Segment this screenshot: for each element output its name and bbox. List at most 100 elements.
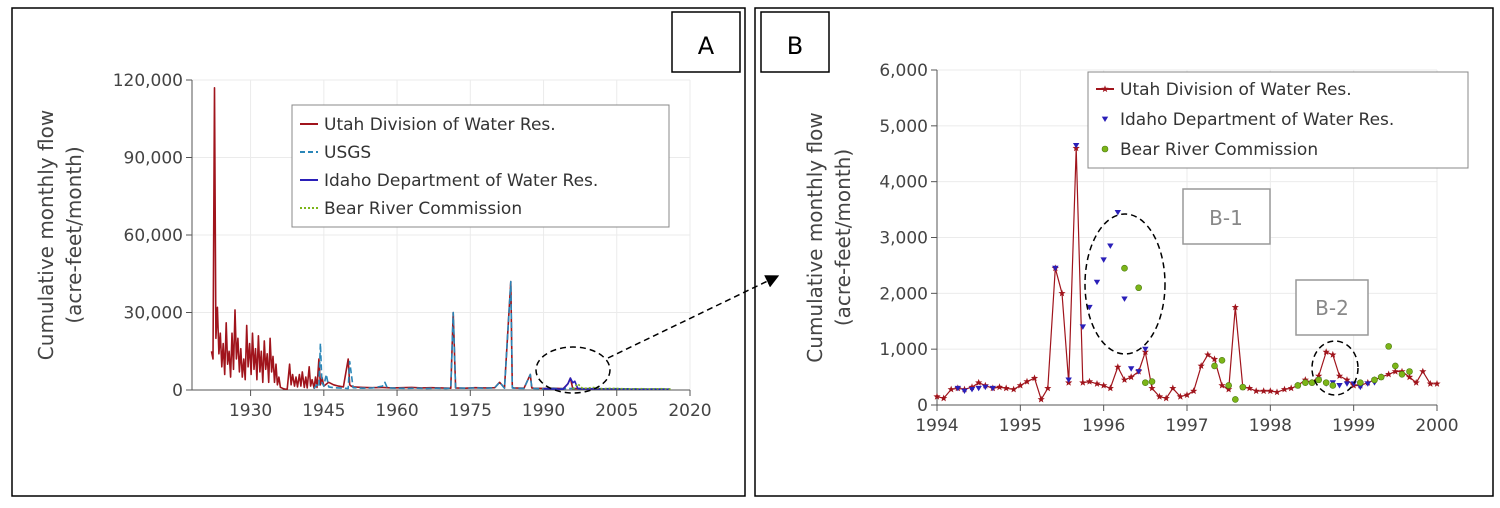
chart-b: 0 1,000 2,000 3,000 4,000 5,000 6,000 1994 1995 1… (803, 61, 1469, 436)
y-tick-label: 6,000 (879, 61, 928, 81)
b2-label: B-2 (1315, 296, 1349, 320)
data-point-utah (1204, 350, 1212, 358)
data-point-utah (1322, 348, 1330, 355)
data-point-idaho (989, 385, 997, 392)
chart-a: 0 30,000 60,000 90,000 120,000 1930 1945 1960 19… (34, 71, 712, 421)
legend-box (1087, 71, 1469, 169)
series-brc (572, 382, 671, 390)
series-line-brc (572, 382, 671, 390)
legend-label: Idaho Department of Water Res. (1120, 110, 1394, 130)
legend-label: Idaho Department of Water Res. (324, 171, 598, 191)
data-point-brc (1239, 383, 1247, 391)
x-tick-label: 1960 (375, 401, 418, 421)
data-point-idaho (1107, 243, 1114, 249)
y-tick-label: 2,000 (879, 284, 928, 304)
data-point-utah (1231, 303, 1239, 311)
data-point-utah (1058, 289, 1066, 297)
y-tick-label: 5,000 (879, 117, 928, 137)
y-tick-label: 60,000 (124, 226, 183, 246)
data-point-idaho (1142, 346, 1149, 353)
data-point-utah (1085, 377, 1094, 385)
x-tick-label: 1945 (302, 401, 345, 421)
data-point-utah (1079, 378, 1087, 386)
data-point-brc (1392, 362, 1399, 370)
data-point-utah (975, 378, 983, 386)
data-point-utah (1101, 85, 1109, 93)
x-tick-label: 1994 (915, 416, 958, 436)
y-tick-label: 3,000 (879, 229, 928, 249)
y-axis-label: (acre-feet/month) (831, 149, 855, 326)
legend-label: USGS (324, 143, 371, 163)
data-point-utah (1162, 394, 1170, 402)
data-point-brc (1385, 343, 1392, 350)
data-point-utah (995, 383, 1004, 391)
data-point-utah (1225, 385, 1233, 393)
data-point-idaho (1364, 381, 1372, 387)
data-point-utah (1197, 362, 1205, 369)
series-brc (1121, 264, 1413, 403)
data-point-brc (1406, 368, 1413, 375)
data-point-idaho (1100, 257, 1107, 263)
b2-ellipse (1311, 340, 1359, 396)
data-point-brc (1371, 376, 1378, 384)
x-tick-label: 2020 (668, 401, 711, 421)
data-point-utah (1016, 381, 1024, 389)
data-point-utah (1127, 373, 1135, 381)
data-point-idaho (954, 385, 962, 392)
data-point-utah (1114, 363, 1122, 371)
data-point-idaho (1343, 381, 1351, 387)
data-point-utah (1218, 381, 1226, 389)
data-point-utah (1190, 387, 1198, 395)
data-point-utah (1287, 384, 1295, 392)
data-point-utah (1433, 380, 1441, 387)
data-point-utah (1391, 367, 1399, 375)
data-point-idaho (1135, 369, 1142, 375)
data-point-brc (1232, 396, 1239, 403)
legend-label: Utah Division of Water Res. (324, 115, 556, 135)
data-point-utah (1252, 387, 1260, 395)
legend-box (291, 104, 670, 228)
panel-a-frame (11, 7, 746, 497)
y-axis-label: Cumulative monthly flow (34, 110, 58, 360)
data-point-utah (1335, 372, 1344, 379)
data-point-utah (940, 394, 948, 402)
legend-label: Bear River Commission (324, 199, 522, 219)
data-point-idaho (982, 384, 989, 391)
panel-b-label: B (787, 32, 803, 60)
x-tick-label: 2005 (595, 401, 638, 421)
data-point-utah (1044, 384, 1052, 392)
panel-a-label-box (671, 11, 741, 73)
data-point-brc (1294, 382, 1302, 389)
data-point-utah (1426, 380, 1434, 387)
data-point-brc (1148, 378, 1156, 385)
data-point-brc (1218, 357, 1226, 364)
panel-b-frame (754, 7, 1494, 497)
data-point-utah (1329, 350, 1337, 358)
data-point-utah (1266, 387, 1274, 395)
data-point-utah (1273, 388, 1281, 396)
data-point-utah (1419, 367, 1427, 375)
data-point-utah (1148, 384, 1156, 392)
data-point-brc (1211, 362, 1218, 370)
panel-b-label-box (760, 11, 830, 73)
y-tick-label: 0 (172, 381, 183, 401)
data-point-utah (1343, 376, 1351, 383)
x-tick-label: 1997 (1165, 416, 1208, 436)
y-axis-label: Cumulative monthly flow (803, 112, 827, 362)
y-tick-label: 1,000 (879, 340, 928, 360)
x-tick-label: 1998 (1249, 416, 1292, 436)
data-point-utah (1093, 380, 1101, 387)
data-point-utah (1037, 395, 1045, 403)
data-point-brc (1101, 145, 1109, 153)
data-point-idaho (975, 385, 982, 392)
data-point-utah (1260, 387, 1268, 395)
data-point-utah (1405, 373, 1414, 381)
data-point-utah (1106, 384, 1114, 392)
data-point-utah (1176, 392, 1184, 400)
y-tick-label: 120,000 (113, 71, 183, 91)
y-tick-label: 0 (917, 396, 928, 416)
b1-label: B-1 (1209, 206, 1243, 230)
data-point-utah (1280, 385, 1289, 393)
data-point-idaho (968, 386, 976, 393)
